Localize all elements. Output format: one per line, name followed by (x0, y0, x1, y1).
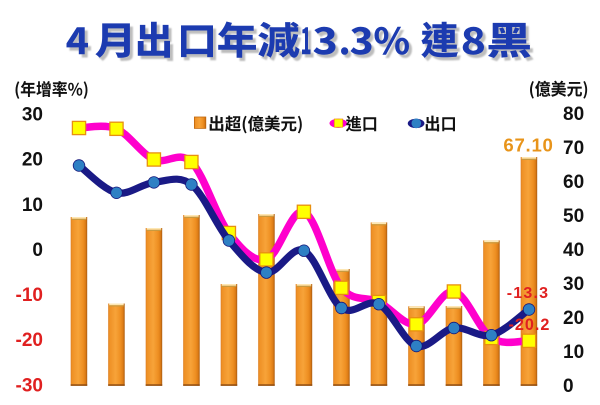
svg-text:80: 80 (563, 104, 584, 125)
svg-text:30: 30 (563, 274, 584, 295)
svg-text:20: 20 (22, 150, 43, 171)
svg-text:50: 50 (563, 206, 584, 227)
svg-text:60: 60 (563, 172, 584, 193)
svg-text:20: 20 (563, 308, 584, 329)
svg-text:-20.2: -20.2 (508, 316, 550, 334)
svg-text:-10: -10 (16, 285, 43, 306)
svg-text:-13.3: -13.3 (507, 285, 549, 302)
svg-text:-30: -30 (16, 375, 43, 396)
svg-text:-20: -20 (16, 330, 43, 351)
svg-text:10: 10 (563, 342, 584, 363)
svg-text:10: 10 (22, 195, 43, 216)
svg-text:67.10: 67.10 (503, 134, 553, 155)
svg-text:0: 0 (563, 376, 574, 397)
svg-text:40: 40 (563, 240, 584, 261)
svg-text:0: 0 (32, 240, 43, 261)
svg-text:30: 30 (22, 105, 43, 126)
svg-text:70: 70 (563, 138, 584, 159)
